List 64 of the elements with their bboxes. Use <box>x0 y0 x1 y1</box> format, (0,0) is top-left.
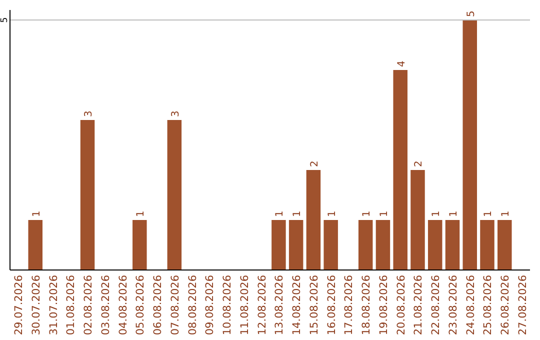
data-label: 4 <box>396 60 408 67</box>
x-tick-label: 04.08.2026 <box>117 274 130 336</box>
data-label: 5 <box>466 10 477 17</box>
x-tick-label: 08.08.2026 <box>186 274 199 336</box>
data-label: 1 <box>274 210 286 217</box>
x-tick-label: 26.08.2026 <box>500 274 512 336</box>
x-tick-label: 31.07.2026 <box>48 274 60 336</box>
x-tick-label: 23.08.2026 <box>447 274 460 336</box>
bar <box>393 70 408 270</box>
bar <box>445 220 460 270</box>
x-tick-label: 06.08.2026 <box>152 274 164 336</box>
x-tick-label: 30.07.2026 <box>30 274 42 336</box>
data-label: 1 <box>431 210 442 217</box>
bar <box>480 220 494 270</box>
x-tick-label: 05.08.2026 <box>134 274 147 336</box>
data-label: 1 <box>292 210 304 217</box>
x-tick-label: 21.08.2026 <box>412 274 425 336</box>
x-tick-label: 11.08.2026 <box>238 274 251 336</box>
bar <box>498 220 512 270</box>
x-tick-label: 01.08.2026 <box>65 274 78 336</box>
bar <box>428 220 442 270</box>
data-label: 1 <box>483 210 494 217</box>
x-tick-label: 22.08.2026 <box>430 274 442 336</box>
bar <box>358 220 373 270</box>
data-label: 1 <box>362 210 373 217</box>
data-label: 1 <box>500 210 512 217</box>
x-tick-label: 16.08.2026 <box>326 274 338 336</box>
bar <box>462 20 477 270</box>
data-label: 1 <box>136 210 147 217</box>
x-tick-label: 14.08.2026 <box>291 274 304 336</box>
x-tick-label: 13.08.2026 <box>274 274 286 336</box>
bar <box>288 220 304 270</box>
data-label: 3 <box>84 110 95 117</box>
x-tick-label: 27.08.2026 <box>517 274 530 336</box>
bar <box>306 170 321 270</box>
x-tick-label: 29.07.2026 <box>12 274 25 336</box>
bar <box>376 220 390 270</box>
x-tick-label: 07.08.2026 <box>169 274 182 336</box>
x-tick-label: 03.08.2026 <box>100 274 112 336</box>
data-label: 1 <box>326 210 338 217</box>
x-tick-label: 24.08.2026 <box>464 274 477 336</box>
data-label: 1 <box>448 210 460 217</box>
x-tick-label: 15.08.2026 <box>308 274 320 336</box>
data-label: 1 <box>378 210 390 217</box>
bar <box>167 120 182 270</box>
bar <box>132 220 147 270</box>
x-tick-label: 17.08.2026 <box>343 274 356 336</box>
bar <box>272 220 286 270</box>
x-tick-label: 10.08.2026 <box>222 274 234 336</box>
x-tick-label: 20.08.2026 <box>395 274 408 336</box>
data-label: 1 <box>31 210 42 217</box>
bar <box>410 170 425 270</box>
x-tick-label: 09.08.2026 <box>204 274 216 336</box>
bar <box>80 120 95 270</box>
x-tick-label: 02.08.2026 <box>82 274 95 336</box>
bar <box>324 220 338 270</box>
data-label: 2 <box>414 160 425 167</box>
data-label: 3 <box>170 110 182 117</box>
bar <box>28 220 42 270</box>
x-tick-label: 12.08.2026 <box>256 274 268 336</box>
x-tick-label: 18.08.2026 <box>360 274 373 336</box>
x-tick-label: 25.08.2026 <box>482 274 494 336</box>
x-tick-label: 19.08.2026 <box>378 274 390 336</box>
data-label: 2 <box>309 160 320 167</box>
